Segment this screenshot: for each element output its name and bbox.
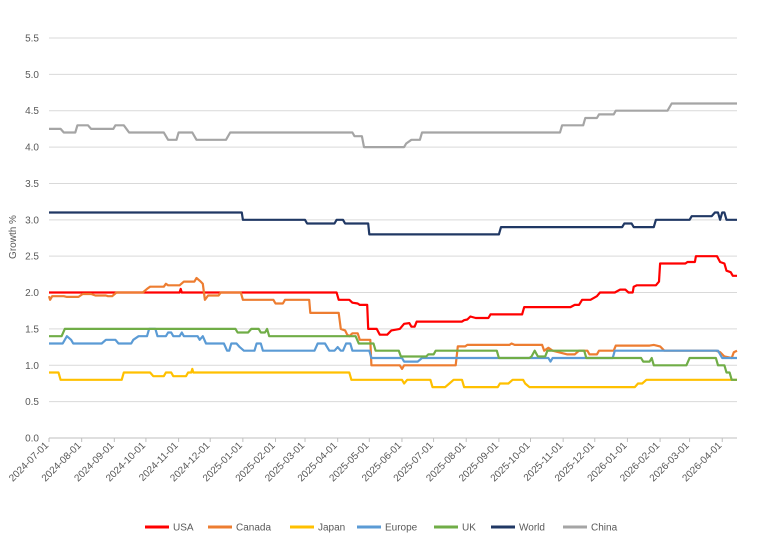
legend-label-uk: UK (462, 523, 476, 534)
series-line-china (49, 102, 737, 149)
y-tick-label: 5.0 (25, 70, 39, 81)
legend-label-canada: Canada (236, 523, 271, 534)
y-tick-label: 4.5 (25, 106, 39, 117)
y-tick-label: 2.0 (25, 288, 39, 299)
series-line-world (49, 211, 737, 236)
y-tick-label: 3.5 (25, 179, 39, 190)
y-axis-title: Growth % (8, 215, 19, 259)
series-line-uk (49, 327, 737, 381)
legend-label-china: China (591, 523, 618, 534)
legend: USA Canada Japan Europe UK World China (145, 523, 618, 534)
x-axis-tick-labels: 2024-07-012024-08-012024-09-012024-10-01… (7, 440, 725, 484)
gridlines (48, 37, 737, 442)
legend-label-usa: USA (173, 523, 194, 534)
y-tick-label: 3.0 (25, 215, 39, 226)
legend-label-europe: Europe (385, 523, 418, 534)
y-tick-label: 1.0 (25, 361, 39, 372)
y-axis-tick-labels: 0.0 0.5 1.0 1.5 2.0 2.5 3.0 3.5 4.0 4.5 5.0 5.5 (25, 34, 39, 445)
legend-label-japan: Japan (318, 523, 345, 534)
legend-label-world: World (519, 523, 545, 534)
series-line-usa (49, 255, 737, 336)
y-tick-label: 5.5 (25, 34, 39, 45)
series-lines (47, 102, 738, 389)
series-line-canada (47, 276, 738, 370)
y-tick-label: 1.5 (25, 324, 39, 335)
series-line-japan (49, 367, 737, 389)
y-tick-label: 4.0 (25, 143, 39, 154)
y-tick-label: 0.0 (25, 434, 39, 445)
series-line-europe (49, 327, 737, 363)
y-tick-label: 0.5 (25, 397, 39, 408)
y-tick-label: 2.5 (25, 252, 39, 263)
